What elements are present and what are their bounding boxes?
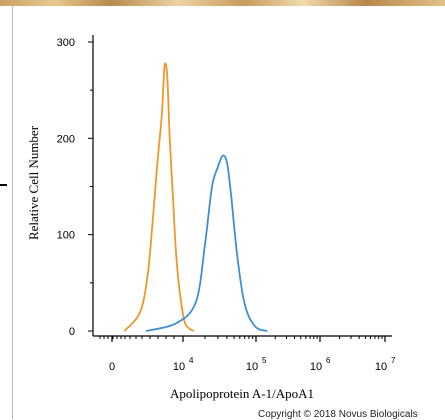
x-tick-exponent: 5 [262,356,267,365]
x-tick-label: 0 [109,361,115,373]
x-tick-label: 10 [246,361,258,373]
series-1-line [123,62,195,332]
x-axis-title: Apolipoprotein A-1/ApoA1 [170,386,314,401]
y-tick-label: 200 [57,133,75,145]
x-tick-exponent: 7 [391,356,396,365]
series-2-line [145,154,268,332]
x-tick-label: 10 [375,361,387,373]
x-tick-label: 10 [173,361,185,373]
panel-divider [12,6,13,419]
x-tick-exponent: 6 [326,356,331,365]
y-tick-label: 0 [69,326,75,338]
copyright-text: Copyright © 2018 Novus Biologicals [258,409,418,420]
y-tick-label: 100 [57,230,75,242]
panel-marker [0,184,7,186]
y-axis-title: Relative Cell Number [26,125,41,240]
y-tick-label: 300 [57,37,75,49]
top-image-strip [0,0,445,6]
x-tick-exponent: 4 [189,356,194,365]
x-tick-label: 10 [310,361,322,373]
